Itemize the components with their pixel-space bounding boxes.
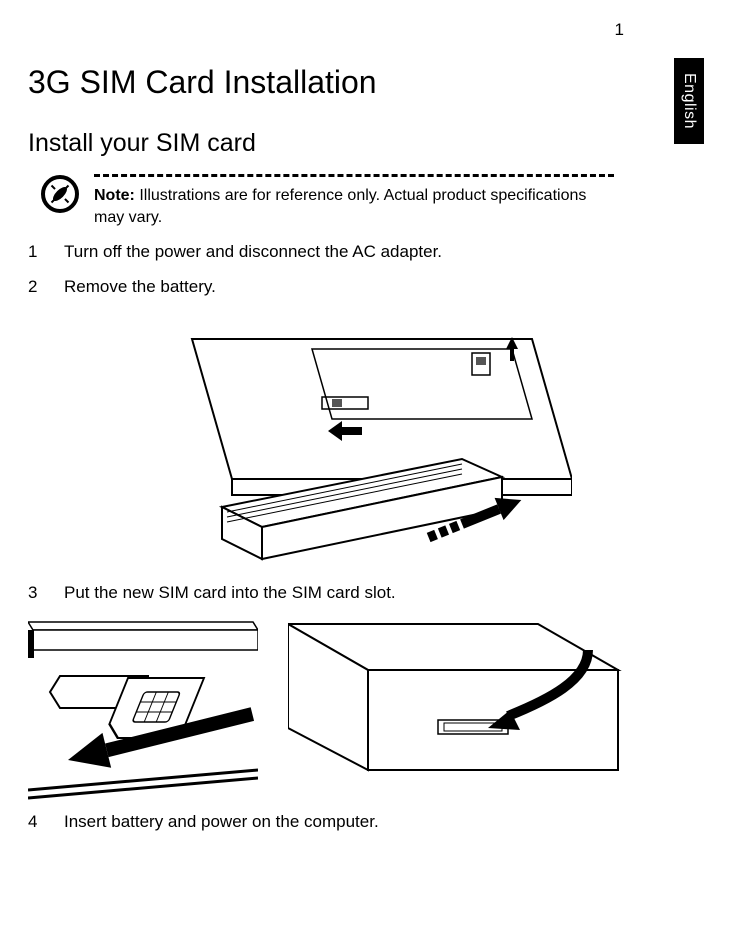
section-subtitle: Install your SIM card (28, 129, 676, 158)
note-icon (40, 174, 80, 219)
page-title: 3G SIM Card Installation (28, 64, 676, 101)
step-text: Insert battery and power on the computer… (64, 810, 676, 835)
illustration-sim-slot (288, 620, 628, 800)
illustration-sim-card (28, 620, 258, 800)
step-number: 1 (28, 240, 46, 265)
step-number: 3 (28, 581, 46, 606)
step-2: 2 Remove the battery. (28, 275, 676, 300)
step-1: 1 Turn off the power and disconnect the … (28, 240, 676, 265)
step-3: 3 Put the new SIM card into the SIM card… (28, 581, 676, 606)
step-text: Remove the battery. (64, 275, 676, 300)
note-text: Note: Illustrations are for reference on… (94, 185, 594, 228)
note-label: Note: (94, 187, 135, 204)
step-text: Turn off the power and disconnect the AC… (64, 240, 676, 265)
note-divider (94, 174, 614, 177)
illustration-sim-insert (28, 620, 676, 800)
illustration-battery-removal (28, 309, 676, 569)
note-body: Illustrations are for reference only. Ac… (94, 187, 586, 226)
step-4: 4 Insert battery and power on the comput… (28, 810, 676, 835)
page-number: 1 (615, 20, 624, 40)
language-tab: English (674, 58, 704, 144)
step-text: Put the new SIM card into the SIM card s… (64, 581, 676, 606)
note-block: Note: Illustrations are for reference on… (40, 174, 676, 228)
step-number: 2 (28, 275, 46, 300)
step-number: 4 (28, 810, 46, 835)
